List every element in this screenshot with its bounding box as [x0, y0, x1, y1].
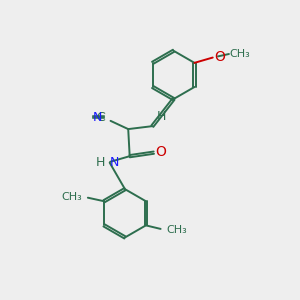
Text: CH₃: CH₃	[61, 192, 82, 202]
Text: H: H	[157, 110, 166, 123]
Text: N: N	[110, 156, 119, 169]
Text: N: N	[92, 111, 102, 124]
Text: C: C	[96, 111, 105, 124]
Text: O: O	[156, 145, 167, 159]
Text: CH₃: CH₃	[230, 49, 250, 59]
Text: H: H	[96, 156, 106, 169]
Text: CH₃: CH₃	[167, 225, 187, 235]
Text: O: O	[214, 50, 225, 64]
